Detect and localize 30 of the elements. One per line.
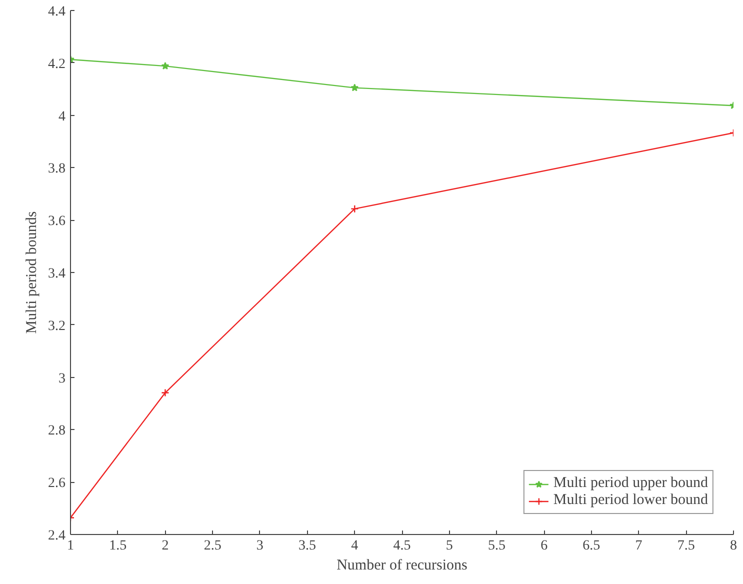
x-axis-title: Number of recursions	[336, 558, 468, 574]
y-tick-label: 3.6	[48, 214, 66, 230]
y-tick-label: 4	[58, 109, 66, 124]
x-tick-label: 6.5	[582, 538, 600, 554]
y-tick-label: 2.4	[48, 528, 66, 544]
y-tick-label: 4.4	[48, 4, 66, 20]
x-tick-label: 3.5	[298, 538, 316, 554]
x-tick-label: 5	[446, 538, 453, 554]
y-tick-label: 2.6	[48, 476, 66, 492]
x-tick-label: 5.5	[488, 538, 506, 554]
y-tick-label: 3	[58, 371, 66, 386]
x-tick-label: 1	[67, 538, 74, 554]
x-tick-label: 8	[730, 538, 737, 554]
x-tick-label: 7	[635, 538, 642, 554]
x-tick-label: 7.5	[677, 538, 695, 554]
y-tick-label: 4.2	[48, 56, 66, 72]
x-tick-label: 3	[256, 538, 264, 554]
x-tick-label: 4.5	[393, 538, 411, 554]
x-tick-label: 4	[351, 538, 358, 554]
y-tick-label: 3.2	[48, 318, 66, 334]
y-tick-label: 2.8	[48, 424, 66, 439]
x-tick-label: 6	[540, 538, 548, 554]
x-tick-label: 1.5	[109, 538, 127, 554]
x-tick-label: 2	[162, 538, 169, 554]
legend-label: Multi period upper bound	[553, 475, 708, 492]
x-tick-label: 2.5	[204, 538, 222, 554]
y-tick-label: 3.4	[48, 266, 66, 282]
y-axis-title: Multi period bounds	[24, 211, 40, 334]
legend-label: Multi period lower bound	[553, 492, 708, 509]
y-tick-label: 3.8	[48, 162, 66, 177]
